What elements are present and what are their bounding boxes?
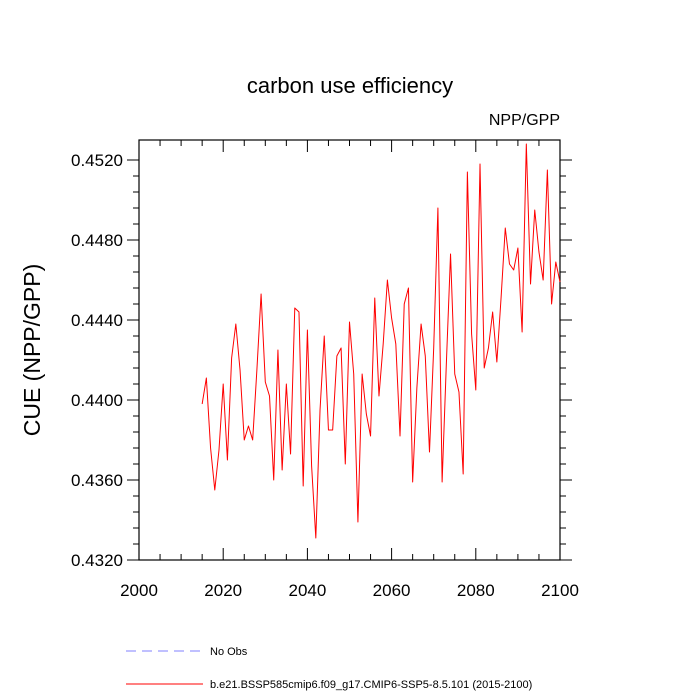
y-tick-label: 0.4440	[71, 311, 123, 330]
x-tick-label: 2040	[288, 581, 326, 600]
axis-tick-labels: 2000 2020 2040 2060 2080 2100 0.4320 0.4360 0.44…	[71, 151, 579, 600]
x-tick-label: 2000	[120, 581, 158, 600]
legend-label: No Obs	[210, 646, 248, 658]
plot-frame	[138, 139, 561, 561]
x-tick-label: 2080	[457, 581, 495, 600]
x-tick-label: 2060	[373, 581, 411, 600]
chart-title: carbon use efficiency	[247, 73, 453, 98]
y-tick-label: 0.4320	[71, 551, 123, 570]
y-axis-label: CUE (NPP/GPP)	[19, 264, 45, 437]
series-line	[201, 143, 561, 539]
chart-right-subtitle: NPP/GPP	[489, 112, 560, 129]
y-tick-label: 0.4360	[71, 471, 123, 490]
x-tick-label: 2100	[541, 581, 579, 600]
axis-ticks	[127, 140, 572, 561]
x-tick-label: 2020	[204, 581, 242, 600]
legend: No Obs b.e21.BSSP585cmip6.f09_g17.CMIP6-S…	[126, 646, 532, 691]
series-layer	[201, 143, 561, 539]
y-tick-label: 0.4400	[71, 391, 123, 410]
y-tick-label: 0.4480	[71, 231, 123, 250]
y-tick-label: 0.4520	[71, 151, 123, 170]
legend-label: b.e21.BSSP585cmip6.f09_g17.CMIP6-SSP5-8.…	[210, 679, 532, 691]
